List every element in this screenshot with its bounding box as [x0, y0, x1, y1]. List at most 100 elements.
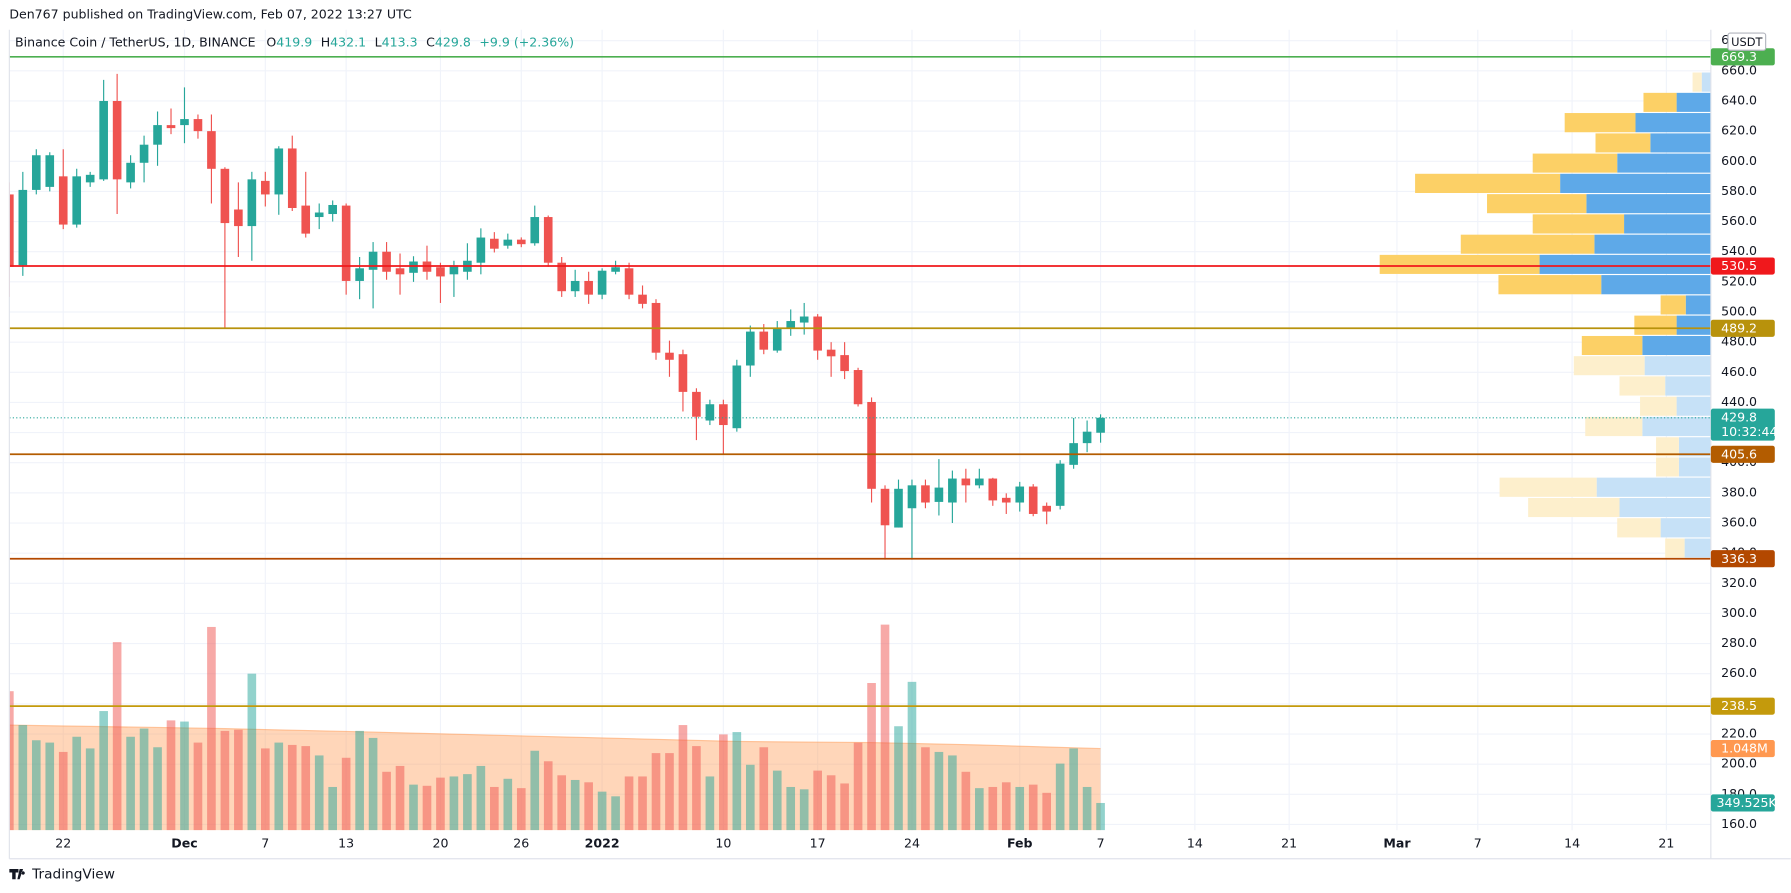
volume-bar [45, 742, 55, 831]
profile-up [1676, 92, 1711, 112]
legend-label: H [321, 34, 330, 49]
candle-body [31, 155, 41, 190]
volume-bar [207, 626, 216, 831]
x-tick-label: Dec [171, 835, 197, 850]
candle-body [921, 485, 930, 503]
candle-body [840, 355, 849, 372]
profile-up [1678, 437, 1711, 457]
candle-body [867, 401, 876, 489]
legend: Binance Coin / TetherUS, 1D, BINANCE O41… [15, 34, 574, 49]
candle-body [1028, 486, 1038, 514]
profile-down [1573, 356, 1645, 376]
x-tick-label: 14 [1187, 835, 1203, 850]
volume-bar [570, 779, 580, 831]
level-label: 336.3 [1721, 551, 1757, 566]
volume-bar [665, 753, 674, 831]
candle-body [274, 148, 284, 195]
candle-body [732, 365, 742, 429]
volume-bar [678, 725, 688, 831]
volume-bar [597, 791, 607, 831]
profile-down [1585, 416, 1643, 437]
brand: TradingView [31, 867, 115, 883]
candle-body [907, 485, 917, 509]
y-tick-label: 300.0 [1721, 605, 1757, 620]
volume-bar [543, 761, 553, 831]
legend-value: 429.8 [435, 34, 471, 49]
volume-bar [907, 681, 917, 831]
volume-bar [732, 732, 742, 831]
profile-down [1564, 113, 1636, 133]
volume-bar [85, 748, 95, 831]
candle-body [301, 205, 311, 234]
candle-body [126, 162, 135, 183]
profile-down [1379, 254, 1540, 274]
candle-body [85, 174, 95, 183]
candle-body [988, 478, 998, 501]
volume-bar [624, 776, 634, 831]
volume-bar [503, 778, 513, 831]
legend-change: +9.9 (+2.36%) [479, 34, 574, 49]
candle-body [476, 237, 486, 263]
candle-body [395, 268, 405, 275]
y-tick-label: 280.0 [1721, 635, 1757, 650]
candle-body [853, 370, 863, 405]
candle-body [786, 321, 796, 329]
candle-body [1096, 417, 1105, 433]
volume-bar [692, 746, 701, 831]
x-tick-label: 7 [261, 835, 269, 850]
x-tick-label: 7 [1097, 835, 1105, 850]
candle-body [58, 176, 68, 225]
profile-up [1685, 295, 1711, 315]
candle-body [759, 331, 769, 350]
candle-body [341, 205, 351, 281]
y-tick-label: 640.0 [1721, 92, 1757, 107]
profile-up [1644, 356, 1711, 376]
profile-down [1460, 234, 1595, 254]
volume-bar [490, 786, 499, 831]
x-tick-label: Mar [1383, 835, 1411, 850]
profile-down [1595, 133, 1651, 153]
volume-bar [584, 782, 593, 831]
volume-bar [557, 775, 567, 831]
x-tick-label: 17 [810, 835, 826, 850]
volume-bar [341, 757, 351, 831]
volume-bar [719, 734, 728, 831]
profile-up [1624, 214, 1711, 234]
candle-body [638, 294, 647, 304]
volume-bar [745, 764, 755, 831]
profile-up [1676, 315, 1711, 335]
candle-body [355, 268, 364, 281]
volume-bar [1015, 786, 1025, 831]
candle-body [409, 261, 418, 273]
level-label: 405.6 [1721, 446, 1757, 461]
y-tick-label: 160.0 [1721, 816, 1757, 831]
candle-body [1082, 431, 1092, 444]
volume-bar [705, 776, 715, 831]
volume-bar [58, 751, 68, 831]
candle-body [543, 217, 553, 263]
volume-bar [799, 789, 809, 831]
volume-bar [651, 753, 661, 831]
profile-up [1596, 477, 1711, 497]
volume-bar [948, 755, 957, 831]
volume-bar [153, 747, 162, 831]
volume-bar [975, 788, 984, 831]
volume-bar [18, 725, 28, 831]
candle-body [153, 125, 162, 145]
candle-body [934, 487, 944, 502]
profile-up [1642, 416, 1711, 437]
volume-bar [287, 744, 297, 831]
volume-bar [880, 624, 890, 831]
x-tick-label: 14 [1564, 835, 1580, 850]
legend-value: 419.9 [276, 34, 312, 49]
profile-up [1665, 376, 1711, 396]
level-box [1710, 48, 1775, 66]
profile-down [1656, 457, 1679, 477]
candle-body [745, 331, 755, 366]
candle-body [772, 328, 782, 351]
profile-down [1643, 92, 1677, 112]
candle-body [18, 189, 28, 266]
volume-bar [476, 765, 486, 831]
last-price-box [1710, 408, 1775, 441]
y-tick-label: 460.0 [1721, 364, 1757, 379]
